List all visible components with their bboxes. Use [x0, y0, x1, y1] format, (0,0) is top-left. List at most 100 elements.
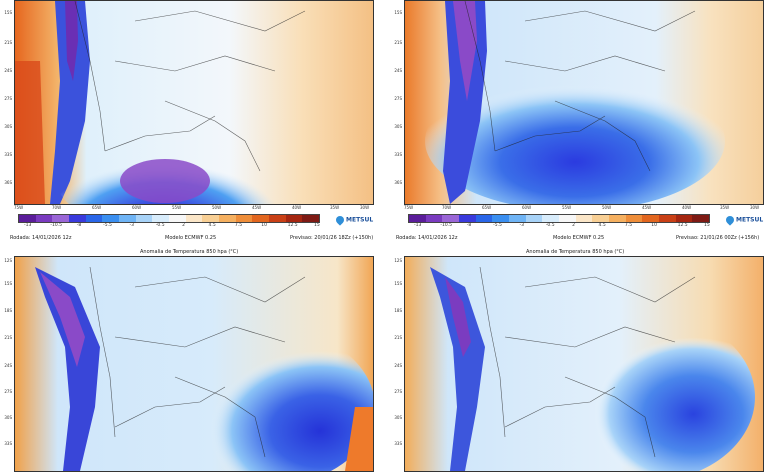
colorbar-segment: [35, 215, 53, 222]
lon-tick: 60W: [522, 205, 532, 210]
brand-text: METSUL: [736, 216, 764, 224]
lon-tick: 35W: [720, 205, 730, 210]
colorbar-tick: 4.5: [598, 223, 606, 228]
colorbar-tick: 10: [651, 223, 657, 228]
colorbar-segment: [692, 215, 710, 222]
colorbar-tick: -10.5: [50, 223, 63, 228]
lat-tick: 27S: [4, 389, 12, 394]
lat-tick: 24S: [394, 68, 402, 73]
lat-tick: 24S: [4, 68, 12, 73]
colorbar-segment: [269, 215, 286, 222]
lat-tick: 30S: [4, 124, 12, 129]
lat-tick: 21S: [4, 40, 12, 45]
lon-tick: 30W: [750, 205, 760, 210]
colorbar-tick: 15: [704, 223, 710, 228]
colorbar-segment: [459, 215, 476, 222]
colorbar-segment: [202, 215, 220, 222]
lon-tick: 35W: [330, 205, 340, 210]
colorbar-segment: [19, 215, 36, 222]
colorbar-tick: 15: [314, 223, 320, 228]
colorbar-tick: 7.5: [234, 223, 243, 228]
map-panel-4: Anomalia de Temperatura 850 hpa (°C) 12S…: [390, 243, 780, 472]
metsul-logo: METSUL: [724, 214, 764, 226]
lat-tick: 36S: [394, 180, 402, 185]
colorbar-tick: 12.5: [677, 223, 688, 228]
lon-tick: 50W: [602, 205, 612, 210]
lat-tick: 24S: [4, 363, 12, 368]
colorbar-segment: [425, 215, 443, 222]
colorbar-tick: -3: [519, 223, 524, 228]
colorbar-segment: [675, 215, 693, 222]
lon-tick: 70W: [442, 205, 452, 210]
anomaly-field-1: [15, 1, 373, 204]
lat-tick: 12S: [4, 258, 12, 263]
colorbar-segment: [525, 215, 543, 222]
lat-tick: 30S: [394, 124, 402, 129]
lon-tick: 45W: [252, 205, 262, 210]
colorbar-segment: [152, 215, 170, 222]
colorbar-segment: [559, 215, 576, 222]
colorbar-segment: [609, 215, 626, 222]
colorbar-tick: 2: [572, 223, 576, 228]
colorbar-tick: -10.5: [440, 223, 453, 228]
colorbar-segment: [85, 215, 103, 222]
colorbar-tick: -13: [414, 223, 422, 228]
colorbar-segment: [135, 215, 153, 222]
run-date: Rodada: 14/01/2026 12z: [396, 235, 458, 241]
colorbar-tick: 7.5: [624, 223, 633, 228]
colorbar-tick: -0.5: [155, 223, 165, 228]
colorbar-segment: [409, 215, 426, 222]
temperature-anomaly-map-2: [404, 0, 764, 205]
lon-tick: 75W: [14, 205, 24, 210]
lat-tick: 15S: [394, 10, 402, 15]
colorbar-segment: [169, 215, 186, 222]
lat-tick: 21S: [4, 335, 12, 340]
map-panel-2: 15S 21S 24S 27S 30S 33S 36S 75W 70W 65W …: [390, 0, 780, 241]
lat-tick: 15S: [4, 10, 12, 15]
lat-tick: 27S: [4, 96, 12, 101]
lat-tick: 12S: [394, 258, 402, 263]
lon-tick: 65W: [482, 205, 492, 210]
colorbar-segment: [252, 215, 270, 222]
brand-text: METSUL: [346, 216, 374, 224]
lat-tick: 21S: [394, 40, 402, 45]
colorbar: [18, 214, 320, 223]
map-title: Anomalia de Temperatura 850 hpa (°C): [526, 249, 625, 255]
lat-tick: 24S: [394, 363, 402, 368]
colorbar-segment: [302, 215, 320, 222]
lat-tick: 18S: [394, 308, 402, 313]
raindrop-icon: [334, 214, 346, 226]
colorbar-segment: [119, 215, 136, 222]
map-panel-1: 15S 21S 24S 27S 30S 33S 36S 75W 70W 65W …: [0, 0, 390, 241]
temperature-anomaly-map-4: [404, 256, 764, 472]
lon-tick: 65W: [92, 205, 102, 210]
colorbar-segment: [542, 215, 560, 222]
colorbar-tick: -13: [24, 223, 32, 228]
colorbar-segment: [475, 215, 493, 222]
lon-tick: 75W: [404, 205, 414, 210]
lat-tick: 33S: [4, 152, 12, 157]
lon-tick: 40W: [682, 205, 692, 210]
lon-tick: 30W: [360, 205, 370, 210]
colorbar-tick: 4.5: [208, 223, 216, 228]
colorbar-segment: [625, 215, 643, 222]
colorbar-segment: [235, 215, 253, 222]
colorbar-segment: [102, 215, 120, 222]
colorbar-segment: [52, 215, 70, 222]
map-title: Anomalia de Temperatura 850 hpa (°C): [140, 249, 239, 255]
run-date: Rodada: 14/01/2026 12z: [10, 235, 72, 241]
temperature-anomaly-map-1: [14, 0, 374, 205]
colorbar-segment: [69, 215, 86, 222]
lat-tick: 33S: [394, 441, 402, 446]
raindrop-icon: [724, 214, 736, 226]
lon-tick: 70W: [52, 205, 62, 210]
colorbar-tick: 10: [261, 223, 267, 228]
metsul-logo: METSUL: [334, 214, 374, 226]
colorbar-segment: [285, 215, 303, 222]
lon-tick: 45W: [642, 205, 652, 210]
anomaly-field-3: [15, 257, 373, 471]
colorbar-segment: [509, 215, 526, 222]
lat-tick: 33S: [394, 152, 402, 157]
colorbar-tick: -8: [466, 223, 472, 228]
colorbar-segment: [642, 215, 660, 222]
